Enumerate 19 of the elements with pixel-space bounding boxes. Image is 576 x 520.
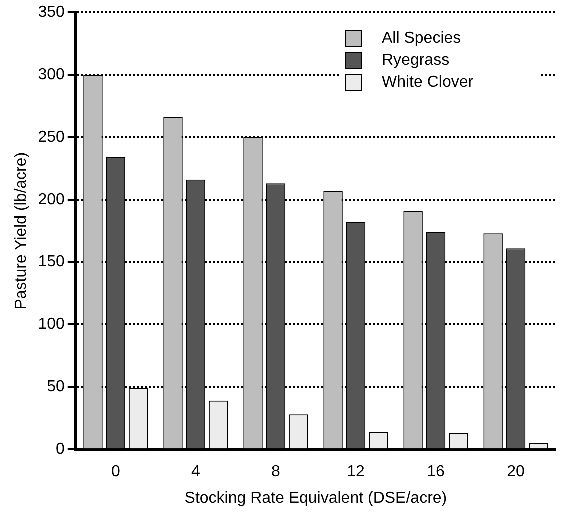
x-tick-label: 20 [507, 464, 525, 481]
y-tick-label: 0 [56, 441, 65, 458]
x-tick-label: 8 [271, 464, 280, 481]
y-tick-label: 350 [38, 4, 65, 22]
legend-label: White Clover [382, 74, 474, 92]
y-axis-title: Pasture Yield (lb/acre) [13, 152, 30, 310]
y-tick-label: 200 [38, 191, 65, 208]
y-tick-label: 300 [38, 66, 65, 84]
x-tick-label: 0 [111, 464, 120, 481]
y-tick-label: 150 [38, 254, 65, 271]
x-tick-label: 16 [427, 464, 445, 481]
legend-label: Ryegrass [382, 52, 450, 70]
legend-label: All Species [382, 30, 462, 48]
x-axis-title: Stocking Rate Equivalent (DSE/acre) [184, 490, 448, 507]
y-tick-label: 50 [47, 378, 65, 396]
y-tick-label: 100 [38, 316, 65, 334]
x-tick-label: 12 [347, 464, 365, 481]
y-tick-label: 250 [38, 128, 65, 146]
x-tick-label: 4 [191, 464, 200, 481]
